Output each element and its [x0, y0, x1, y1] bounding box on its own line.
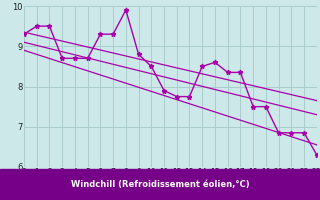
Text: Windchill (Refroidissement éolien,°C): Windchill (Refroidissement éolien,°C) — [71, 180, 249, 189]
